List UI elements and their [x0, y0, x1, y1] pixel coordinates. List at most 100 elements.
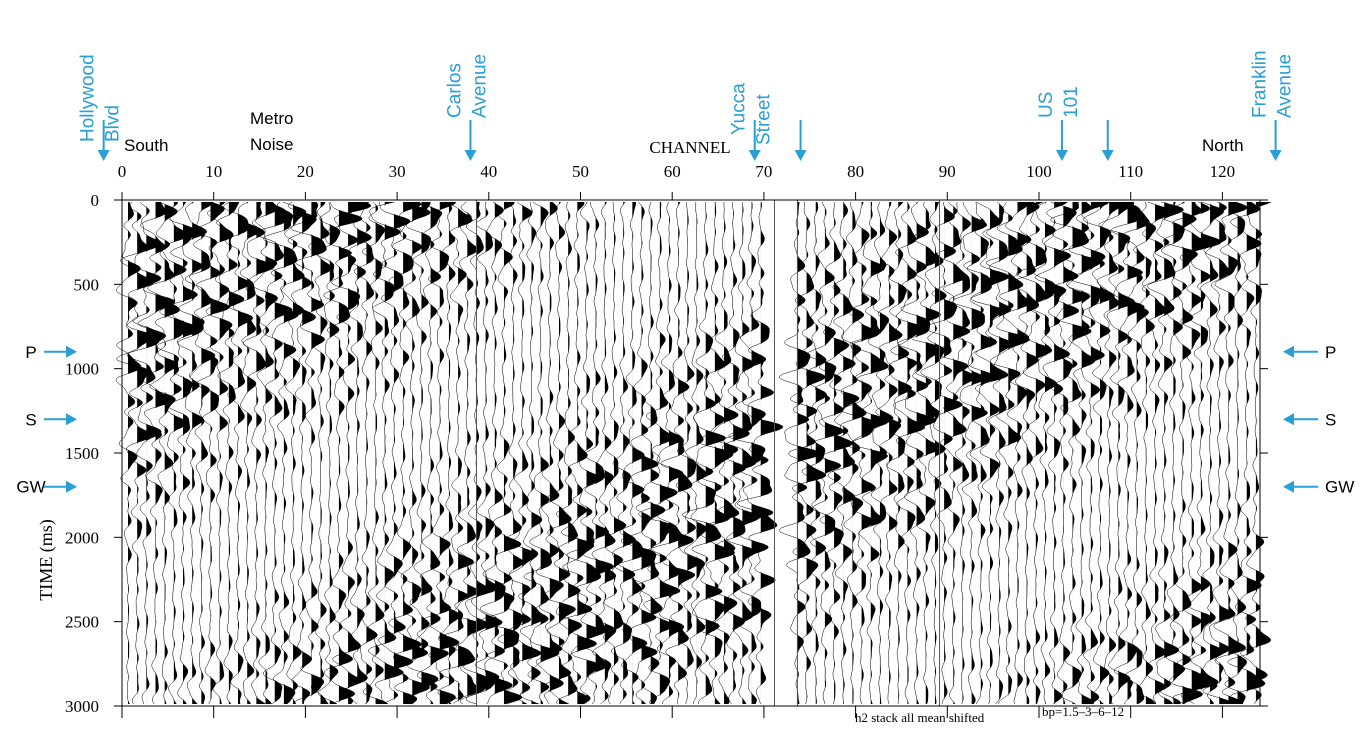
trace-wiggle [353, 201, 378, 705]
trace-wiggle [542, 201, 576, 705]
y-tick-label: 2000 [65, 528, 99, 547]
trace-fill [247, 202, 261, 704]
trace-fill [320, 202, 332, 704]
trace-fill [549, 202, 564, 704]
trace-wiggle [422, 201, 460, 705]
trace-wiggle [1146, 201, 1185, 705]
trace-fill [815, 202, 827, 704]
x-tick-label: 40 [480, 162, 497, 181]
x-tick-label: 120 [1210, 162, 1236, 181]
trace-fill [934, 202, 947, 704]
x-axis-label: CHANNEL [649, 138, 730, 157]
trace-wiggle [577, 202, 615, 705]
trace-wiggle [920, 201, 947, 705]
trace-wiggle [935, 201, 971, 705]
trace-fill [898, 202, 912, 704]
trace-wiggle [1163, 201, 1204, 705]
trace-wiggle [216, 201, 245, 705]
x-tick-label: 110 [1118, 162, 1143, 181]
trace-wiggle [635, 201, 666, 705]
trace-wiggle [660, 201, 695, 705]
trace-wiggle [1015, 201, 1053, 705]
x-tick-label: 20 [297, 162, 314, 181]
trace-fill [558, 202, 576, 704]
y-tick-label: 0 [91, 191, 100, 210]
street-label: Street [754, 94, 775, 145]
trace-fill [293, 202, 307, 704]
phase-arrow-head [66, 345, 77, 358]
trace-wiggle [1069, 201, 1110, 705]
trace-fill [210, 202, 230, 704]
trace-fill [522, 202, 541, 704]
phase-arrow-head [1283, 413, 1294, 426]
trace-wiggle [287, 201, 317, 704]
phase-label: S [1325, 410, 1336, 429]
trace-fill [1164, 202, 1184, 704]
trace-wiggle [1030, 201, 1057, 705]
trace-fill [870, 202, 889, 704]
trace-wiggle [437, 201, 476, 705]
trace-wiggle [555, 201, 583, 705]
trace-wiggle [316, 201, 341, 705]
trace-wiggle [345, 201, 372, 705]
trace-wiggle [523, 201, 560, 705]
trace-wiggle [620, 201, 659, 705]
trace-fill [861, 202, 880, 704]
trace-fill [586, 202, 604, 704]
phase-label: P [25, 343, 36, 362]
trace-wiggle [603, 201, 627, 705]
trace-wiggle [890, 201, 926, 705]
trace-wiggle [1224, 201, 1248, 705]
phase-arrow-head [66, 413, 77, 426]
trace-fill [980, 202, 997, 704]
street-arrow-head [1269, 150, 1282, 161]
trace-wiggle [535, 201, 564, 705]
trace-wiggle [137, 201, 176, 705]
trace-wiggle [801, 201, 827, 705]
y-tick-label: 1500 [65, 444, 99, 463]
trace-wiggle [331, 201, 372, 705]
trace-fill [1145, 202, 1156, 704]
trace-fill [421, 202, 438, 704]
trace-fill [458, 202, 475, 704]
trace-wiggle [841, 201, 880, 705]
trace-wiggle [1158, 201, 1185, 704]
trace-fill [540, 202, 559, 704]
trace-fill [1090, 202, 1110, 704]
trace-fill [1191, 202, 1210, 704]
trace-wiggle [115, 201, 142, 705]
phase-arrow-head [66, 480, 77, 493]
region-label: North [1202, 136, 1244, 155]
street-label: Franklin [1250, 50, 1271, 118]
trace-fill [439, 202, 460, 704]
trace-wiggle [952, 202, 988, 705]
trace-fill [742, 202, 760, 704]
trace-wiggle [1227, 201, 1266, 705]
trace-wiggle [195, 201, 230, 705]
trace-wiggle [736, 201, 783, 705]
trace-wiggle [611, 201, 636, 705]
trace-fill [1072, 202, 1092, 704]
trace-fill [412, 202, 431, 704]
trace-fill [944, 202, 963, 704]
trace-wiggle [308, 201, 333, 705]
trace-wiggle [480, 201, 523, 705]
y-tick-label: 1000 [65, 360, 99, 379]
region-label: Noise [250, 135, 293, 154]
trace-wiggle [405, 201, 439, 705]
trace-wiggle [1121, 201, 1150, 705]
trace-wiggle [362, 201, 389, 705]
trace-fill [1155, 202, 1173, 704]
trace-fill [1035, 202, 1053, 704]
trace-wiggle [1010, 201, 1040, 705]
trace-wiggle [280, 201, 307, 705]
street-arrow-head [97, 150, 110, 161]
trace-wiggle [637, 201, 681, 705]
trace-fill [302, 202, 317, 704]
seismic-section [115, 201, 1272, 705]
trace-wiggle [1065, 201, 1101, 705]
trace-wiggle [728, 201, 774, 705]
street-arrow-head [794, 150, 807, 161]
trace-fill [1219, 202, 1234, 704]
trace-wiggle [1240, 201, 1272, 705]
